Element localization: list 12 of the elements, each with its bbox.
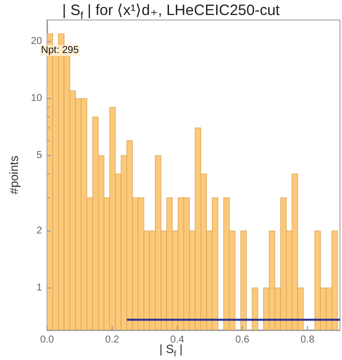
annotation: Npt: 295 xyxy=(40,45,80,56)
chart-title: | S$_{f}$ | for ⟨x¹⟩d₊, LHeCEIC250-cut xyxy=(61,1,281,22)
y-tick-label: 1 xyxy=(36,282,42,294)
x-tick-label: 0.0 xyxy=(40,334,54,346)
x-tick-label: 0.8 xyxy=(300,334,315,346)
y-axis-title: #points xyxy=(7,156,21,194)
y-tick-label: 10 xyxy=(30,93,42,104)
y-tick-label: 2 xyxy=(36,225,42,236)
x-tick-label: 0.6 xyxy=(235,334,250,346)
y-tick-label: 20 xyxy=(30,36,42,48)
x-tick-label: 0.2 xyxy=(105,334,120,346)
y-tick-label: 5 xyxy=(36,150,42,162)
